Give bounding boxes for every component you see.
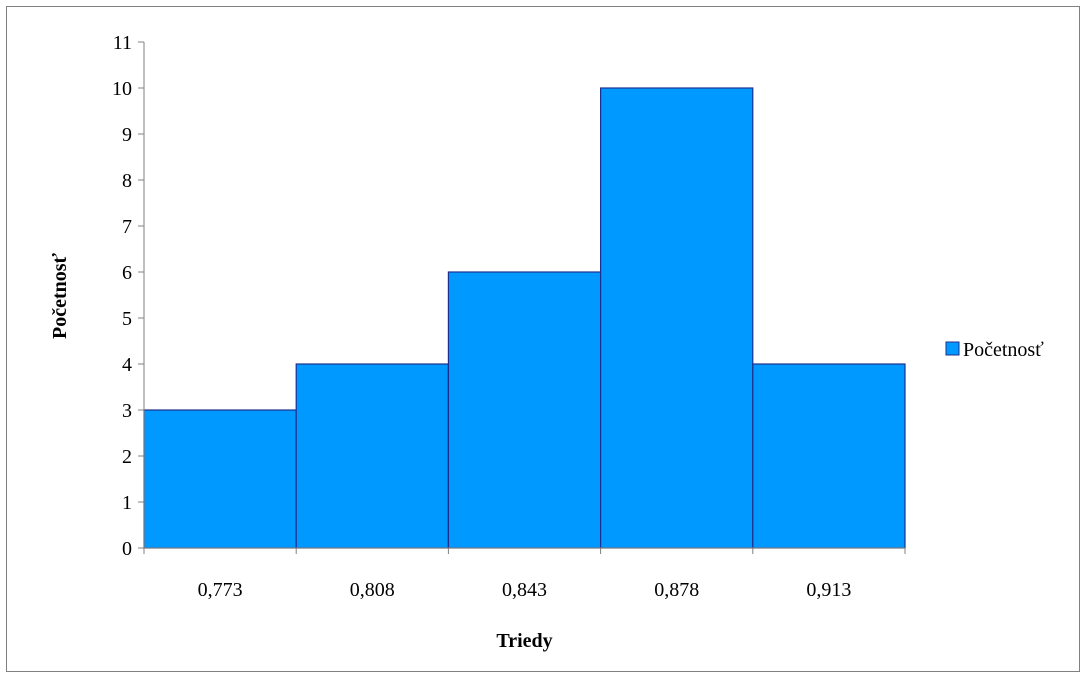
x-tick-label: 0,773 [198, 579, 243, 601]
x-tick-label: 0,808 [350, 579, 395, 601]
y-tick-label: 3 [122, 400, 132, 422]
x-axis-label: Triedy [496, 630, 552, 652]
y-tick-label: 4 [122, 354, 132, 376]
legend-label: Početnosť [963, 339, 1044, 361]
y-tick-label: 7 [122, 216, 132, 238]
x-tick-label: 0,913 [806, 579, 851, 601]
legend: Početnosť [945, 339, 1044, 361]
y-tick-label: 5 [122, 308, 132, 330]
legend-swatch [945, 341, 960, 356]
y-axis-ticks: 0 1 2 3 4 5 6 7 8 9 10 11 [112, 32, 144, 560]
bar [295, 363, 450, 549]
y-tick-label: 1 [122, 492, 132, 514]
bar [599, 87, 754, 549]
x-axis-ticks: 0,773 0,808 0,843 0,878 0,913 [143, 548, 906, 601]
y-tick-label: 2 [122, 446, 132, 468]
bar [447, 271, 602, 549]
y-tick-label: 8 [122, 170, 132, 192]
y-tick-label: 10 [112, 78, 132, 100]
y-axis-label: Početnosť [49, 252, 71, 339]
y-tick-label: 11 [113, 32, 132, 54]
bar [752, 363, 906, 549]
x-tick-label: 0,843 [502, 579, 547, 601]
x-tick-label: 0,878 [654, 579, 699, 601]
y-tick-label: 9 [122, 124, 132, 146]
bar [143, 409, 297, 549]
y-tick-label: 0 [122, 538, 132, 560]
bars [143, 87, 906, 549]
y-tick-label: 6 [122, 262, 132, 284]
